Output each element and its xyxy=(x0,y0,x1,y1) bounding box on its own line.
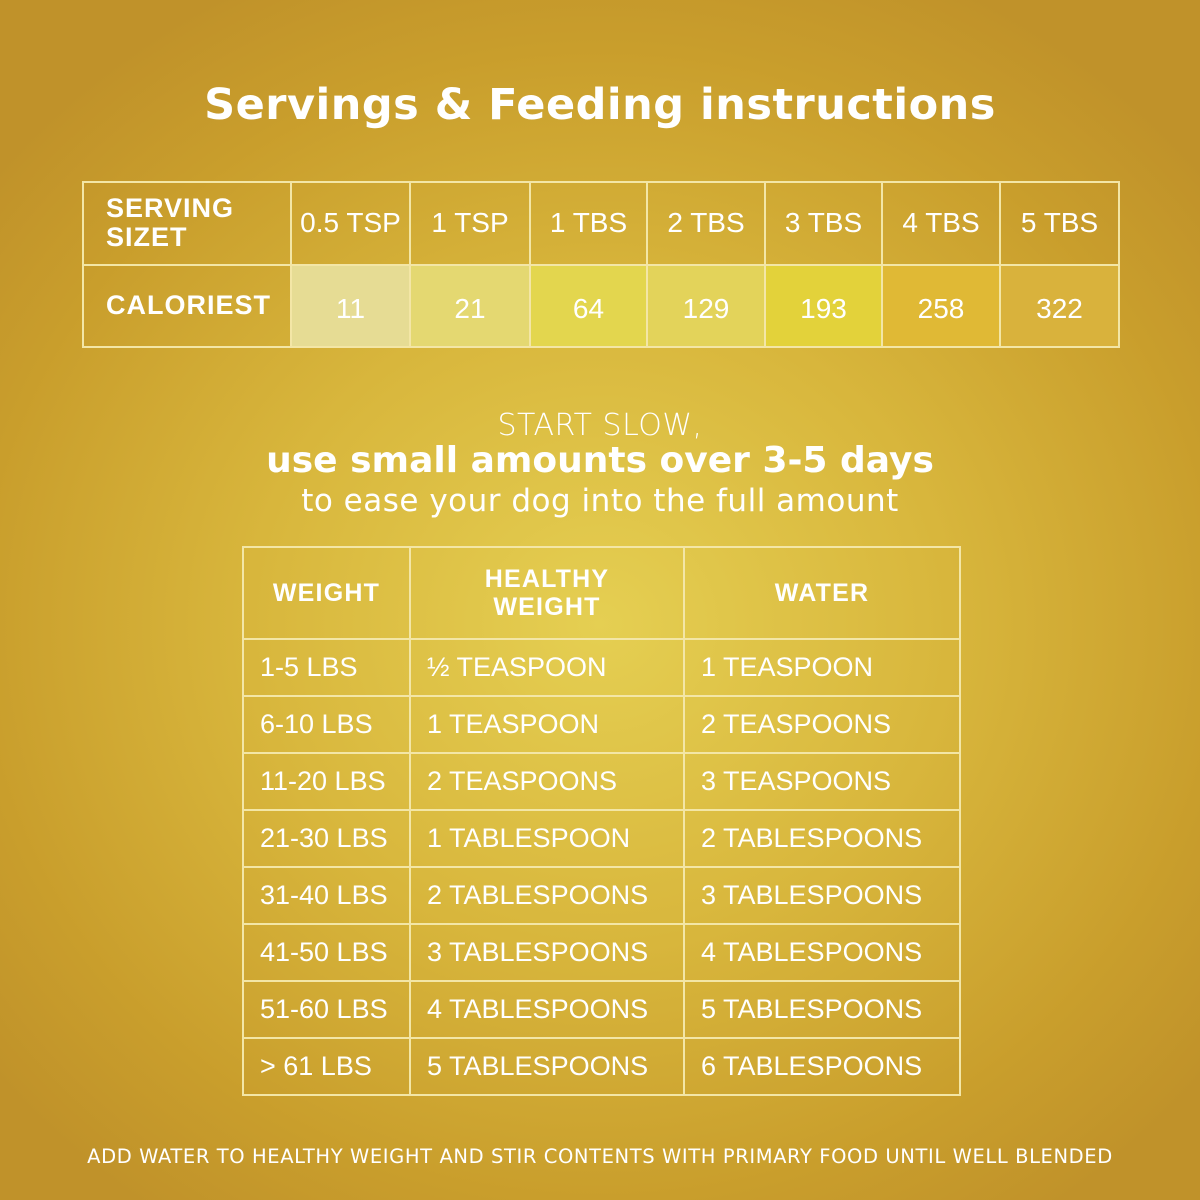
water-cell: 5 TABLESPOONS xyxy=(683,980,961,1039)
table-row: 6-10 LBS 1 TEASPOON 2 TEASPOONS xyxy=(242,695,961,754)
weight-column-header: WEIGHT xyxy=(242,546,411,640)
calories-label: CALORIEST xyxy=(82,263,292,348)
table-row: 51-60 LBS 4 TABLESPOONS 5 TABLESPOONS xyxy=(242,980,961,1039)
serving-size-cell: 0.5 TSP xyxy=(290,181,411,266)
weight-cell: 31-40 LBS xyxy=(242,866,411,925)
page-title: Servings & Feeding instructions xyxy=(204,80,996,130)
calories-cell: 258 xyxy=(881,263,1001,348)
weight-table-body: 1-5 LBS ½ TEASPOON 1 TEASPOON 6-10 LBS 1 TEA… xyxy=(242,638,961,1096)
weight-cell: 1-5 LBS xyxy=(242,638,411,697)
serving-size-cell: 2 TBS xyxy=(646,181,766,266)
weight-cell: 11-20 LBS xyxy=(242,752,411,811)
ease-subheading: to ease your dog into the full amount xyxy=(301,483,899,519)
healthy-weight-cell: 2 TEASPOONS xyxy=(409,752,685,811)
feeding-weight-table: WEIGHT HEALTHY WEIGHT WATER 1-5 LBS ½ TEA… xyxy=(242,546,961,1096)
weight-cell: 51-60 LBS xyxy=(242,980,411,1039)
table-row: 41-50 LBS 3 TABLESPOONS 4 TABLESPOONS xyxy=(242,923,961,982)
serving-size-cell: 3 TBS xyxy=(764,181,883,266)
table-row: 11-20 LBS 2 TEASPOONS 3 TEASPOONS xyxy=(242,752,961,811)
water-cell: 3 TEASPOONS xyxy=(683,752,961,811)
serving-size-cell: 5 TBS xyxy=(999,181,1120,266)
serving-size-cell: 1 TBS xyxy=(529,181,648,266)
healthy-weight-cell: 2 TABLESPOONS xyxy=(409,866,685,925)
water-cell: 6 TABLESPOONS xyxy=(683,1037,961,1096)
serving-size-cell: 4 TBS xyxy=(881,181,1001,266)
weight-cell: 21-30 LBS xyxy=(242,809,411,868)
healthy-weight-cell: ½ TEASPOON xyxy=(409,638,685,697)
weight-cell: > 61 LBS xyxy=(242,1037,411,1096)
serving-size-label: SERVING SIZET xyxy=(82,181,292,266)
calories-cell: 64 xyxy=(529,263,648,348)
serving-size-table: SERVING SIZET 0.5 TSP 1 TSP 1 TBS 2 TBS … xyxy=(82,181,1120,348)
healthy-weight-cell: 4 TABLESPOONS xyxy=(409,980,685,1039)
calories-cell: 322 xyxy=(999,263,1120,348)
start-slow-heading: START SLOW, xyxy=(497,408,703,443)
weight-table-header-row: WEIGHT HEALTHY WEIGHT WATER xyxy=(242,546,961,640)
table-row: 21-30 LBS 1 TABLESPOON 2 TABLESPOONS xyxy=(242,809,961,868)
small-amounts-heading: use small amounts over 3-5 days xyxy=(266,440,934,481)
calories-row: CALORIEST 11 21 64 129 193 258 322 xyxy=(82,263,1120,348)
table-row: 1-5 LBS ½ TEASPOON 1 TEASPOON xyxy=(242,638,961,697)
footer-note: ADD WATER TO HEALTHY WEIGHT AND STIR CON… xyxy=(87,1145,1113,1168)
weight-cell: 41-50 LBS xyxy=(242,923,411,982)
water-cell: 3 TABLESPOONS xyxy=(683,866,961,925)
calories-cell: 193 xyxy=(764,263,883,348)
water-cell: 4 TABLESPOONS xyxy=(683,923,961,982)
healthy-weight-cell: 5 TABLESPOONS xyxy=(409,1037,685,1096)
table-row: 31-40 LBS 2 TABLESPOONS 3 TABLESPOONS xyxy=(242,866,961,925)
calories-cell: 129 xyxy=(646,263,766,348)
water-column-header: WATER xyxy=(683,546,961,640)
calories-cell: 11 xyxy=(290,263,411,348)
table-row: > 61 LBS 5 TABLESPOONS 6 TABLESPOONS xyxy=(242,1037,961,1096)
serving-size-row: SERVING SIZET 0.5 TSP 1 TSP 1 TBS 2 TBS … xyxy=(82,181,1120,266)
calories-cell: 21 xyxy=(409,263,531,348)
serving-size-cell: 1 TSP xyxy=(409,181,531,266)
water-cell: 1 TEASPOON xyxy=(683,638,961,697)
healthy-weight-cell: 1 TABLESPOON xyxy=(409,809,685,868)
water-cell: 2 TABLESPOONS xyxy=(683,809,961,868)
healthy-weight-column-header: HEALTHY WEIGHT xyxy=(409,546,685,640)
water-cell: 2 TEASPOONS xyxy=(683,695,961,754)
weight-cell: 6-10 LBS xyxy=(242,695,411,754)
healthy-weight-cell: 1 TEASPOON xyxy=(409,695,685,754)
healthy-weight-cell: 3 TABLESPOONS xyxy=(409,923,685,982)
